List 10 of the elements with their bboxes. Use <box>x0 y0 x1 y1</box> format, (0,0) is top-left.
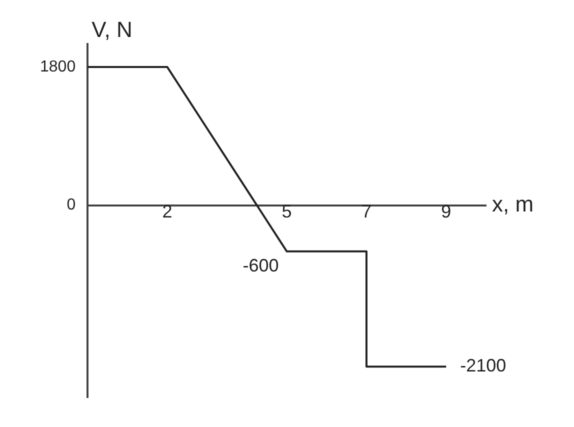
y-tick-label: 1800 <box>40 58 76 76</box>
x-tick-label: 9 <box>441 202 452 222</box>
y-tick-label: 0 <box>66 196 76 214</box>
x-tick-label: 5 <box>282 202 292 222</box>
y-axis-title: V, N <box>92 17 132 42</box>
x-tick-label: 7 <box>361 202 372 222</box>
x-axis-title: x, m <box>492 191 534 216</box>
annotation: -600 <box>242 255 279 276</box>
annotation: -2100 <box>460 356 506 376</box>
x-tick-label: 2 <box>162 202 172 222</box>
